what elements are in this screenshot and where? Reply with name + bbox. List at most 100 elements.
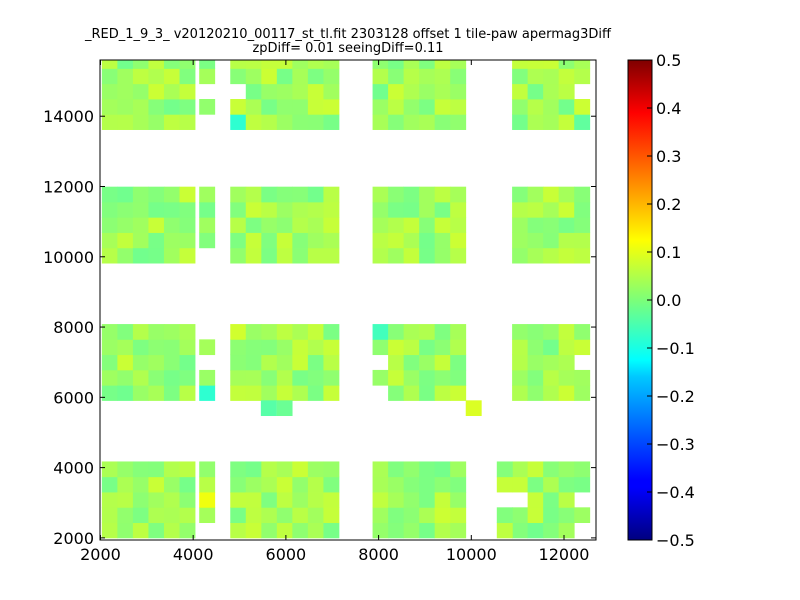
colorbar-tick-label: 0.0: [656, 291, 681, 310]
heatmap-cell: [132, 232, 149, 249]
heatmap-cell: [543, 232, 560, 249]
heatmap-cell: [574, 232, 591, 249]
heatmap-cell: [245, 461, 262, 478]
heatmap-cell: [527, 60, 544, 69]
heatmap-cell: [245, 354, 262, 371]
heatmap-cell: [245, 339, 262, 356]
heatmap-cell: [132, 339, 149, 356]
heatmap-cell: [101, 385, 118, 401]
heatmap-cell: [245, 385, 262, 401]
heatmap-cell: [117, 369, 134, 386]
heatmap-cell: [132, 217, 149, 233]
heatmap-cell: [148, 492, 165, 508]
heatmap-cell: [117, 461, 134, 478]
heatmap-cell: [148, 99, 165, 115]
heatmap-cell: [434, 461, 451, 478]
x-axis: 2000 4000 6000 8000 10000 12000: [80, 60, 589, 564]
heatmap-cell: [117, 522, 134, 539]
heatmap-cell: [434, 476, 451, 493]
heatmap-cell: [372, 461, 389, 478]
heatmap-cell: [179, 492, 196, 508]
heatmap-cell: [403, 522, 420, 539]
heatmap-cell: [132, 461, 149, 478]
heatmap-cell: [148, 369, 165, 386]
heatmap-cell: [101, 461, 118, 478]
heatmap-cell: [230, 232, 247, 249]
heatmap-cell: [199, 68, 216, 85]
heatmap-cell: [101, 114, 118, 130]
heatmap-cell: [163, 492, 180, 508]
heatmap-cell: [101, 354, 118, 371]
heatmap-cell: [372, 83, 389, 100]
heatmap-cell: [372, 232, 389, 249]
heatmap-cell: [292, 186, 309, 203]
heatmap-cell: [292, 476, 309, 493]
heatmap-cell: [261, 369, 278, 386]
heatmap-cell: [558, 492, 575, 508]
heatmap-cell: [261, 217, 278, 233]
heatmap-cell: [276, 354, 293, 371]
heatmap-cell: [261, 476, 278, 493]
colorbar-tick-label: −0.4: [656, 483, 695, 502]
heatmap-cell: [512, 369, 529, 386]
heatmap-cell: [117, 476, 134, 493]
heatmap-cell: [307, 217, 324, 233]
heatmap-cell: [163, 217, 180, 233]
heatmap-cell: [292, 385, 309, 401]
heatmap-cell: [117, 324, 134, 340]
heatmap-cell: [117, 201, 134, 218]
heatmap-cell: [527, 476, 544, 493]
heatmap-cell: [307, 247, 324, 264]
heatmap-cell: [450, 68, 467, 85]
heatmap-cell: [179, 354, 196, 371]
heatmap-cell: [419, 232, 436, 249]
heatmap-cell: [419, 83, 436, 100]
heatmap-cell: [117, 186, 134, 203]
heatmap-cell: [245, 114, 262, 130]
heatmap-cell: [558, 247, 575, 264]
heatmap-cell: [230, 60, 247, 69]
heatmap-cell: [179, 83, 196, 100]
heatmap-cell: [543, 99, 560, 115]
heatmap-cell: [276, 217, 293, 233]
heatmap-cell: [574, 68, 591, 85]
heatmap-cell: [403, 232, 420, 249]
heatmap-cell: [148, 217, 165, 233]
y-tick-label: 10000: [43, 248, 94, 267]
heatmap-cell: [163, 354, 180, 371]
heatmap-cell: [434, 60, 451, 69]
heatmap-cell: [323, 385, 340, 401]
heatmap-cell: [101, 507, 118, 524]
heatmap-cell: [574, 99, 591, 115]
colorbar-tick-label: −0.5: [656, 531, 695, 550]
heatmap-cell: [434, 354, 451, 371]
heatmap-cell: [101, 60, 118, 69]
heatmap-cell: [388, 324, 405, 340]
heatmap-cell: [323, 186, 340, 203]
heatmap-cell: [372, 201, 389, 218]
heatmap-cell: [527, 114, 544, 130]
heatmap-cell: [117, 60, 134, 69]
heatmap-cell: [307, 385, 324, 401]
heatmap-cell: [148, 385, 165, 401]
heatmap-cell: [403, 201, 420, 218]
heatmap-cell: [527, 232, 544, 249]
heatmap-cell: [276, 369, 293, 386]
heatmap-cell: [434, 186, 451, 203]
heatmap-cell: [148, 68, 165, 85]
heatmap-cell: [163, 522, 180, 539]
heatmap-cell: [261, 60, 278, 69]
heatmap-cell: [117, 83, 134, 100]
heatmap-cell: [230, 186, 247, 203]
heatmap-cell: [574, 324, 591, 340]
heatmap-cell: [307, 68, 324, 85]
heatmap-cell: [199, 507, 216, 524]
heatmap-cell: [323, 324, 340, 340]
heatmap-cell: [388, 99, 405, 115]
y-tick-label: 4000: [53, 459, 94, 478]
heatmap-cell: [543, 476, 560, 493]
heatmap-cell: [307, 232, 324, 249]
heatmap-cell: [450, 385, 467, 401]
heatmap-cell: [276, 522, 293, 539]
heatmap-cell: [199, 461, 216, 478]
